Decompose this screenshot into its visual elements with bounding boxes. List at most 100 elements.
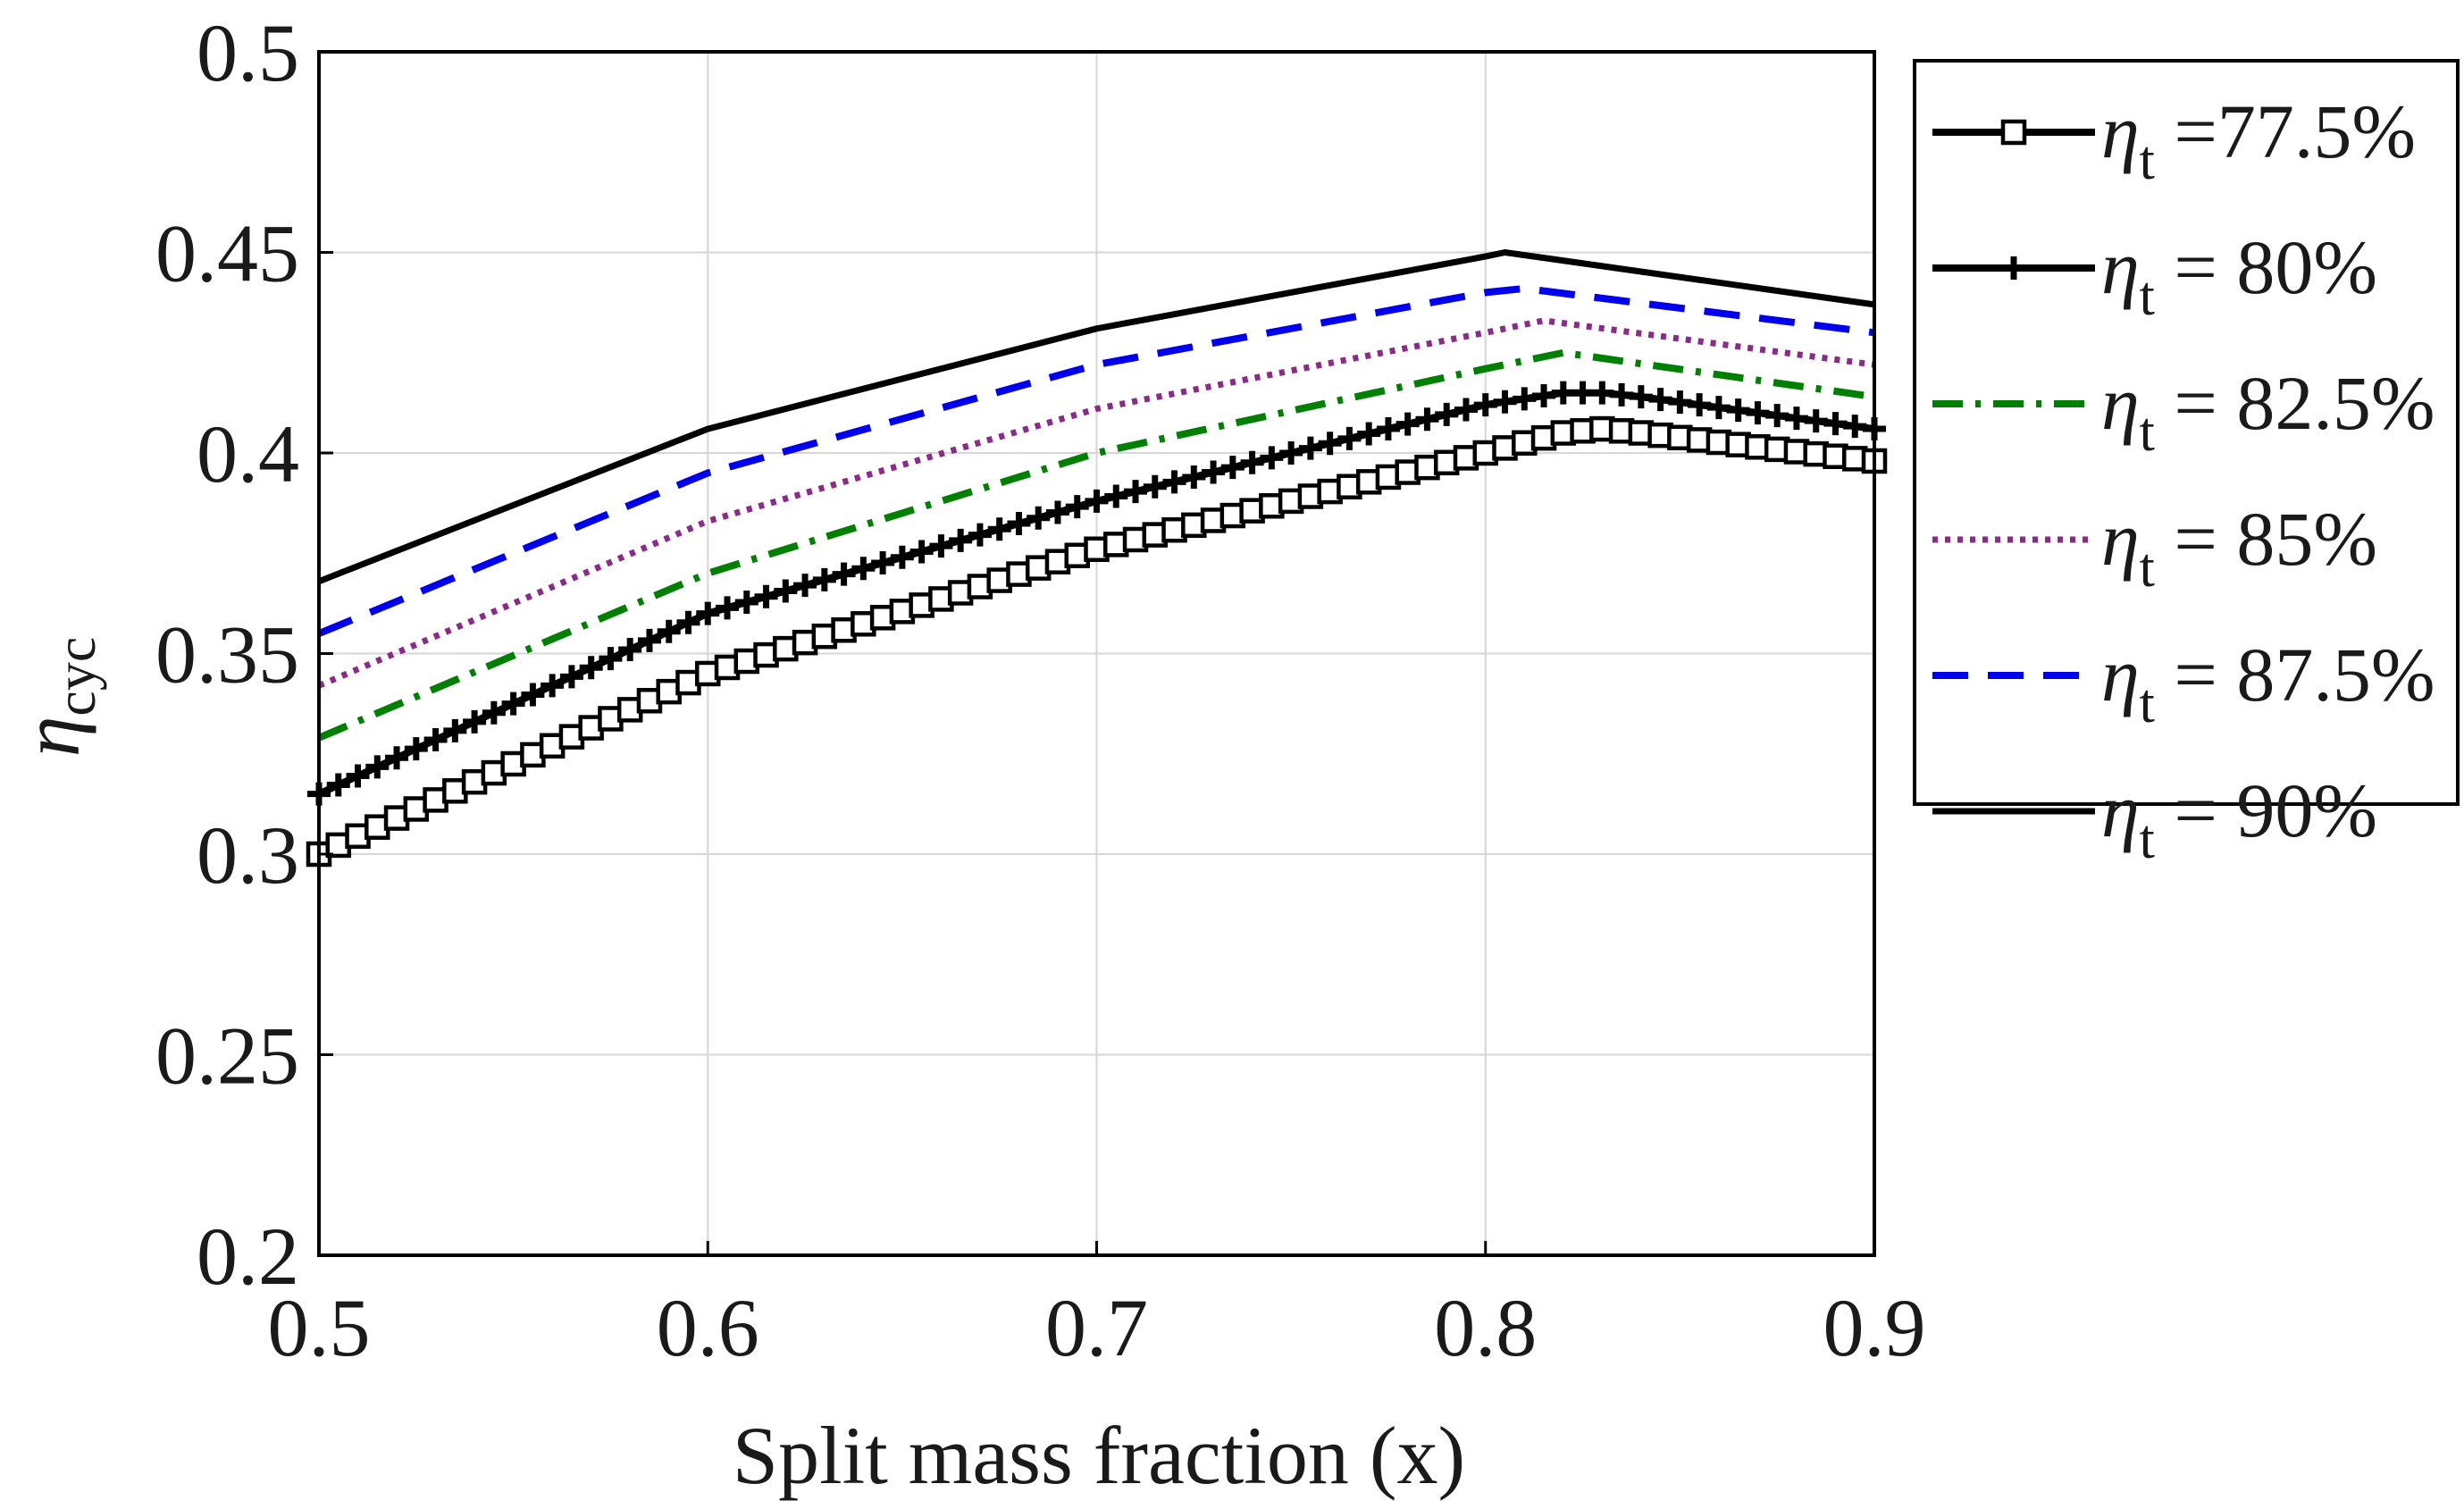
series-marker: [949, 528, 973, 552]
legend-label: ηt = 80%: [2101, 224, 2377, 327]
series-marker: [657, 619, 681, 643]
series-marker: [579, 656, 603, 680]
series-marker: [1454, 398, 1478, 422]
legend-label: ηt = 85%: [2101, 496, 2377, 599]
series-marker: [1823, 412, 1848, 436]
series-marker: [1298, 436, 1322, 460]
series-marker: [1765, 404, 1789, 428]
x-tick-label: 0.9: [1823, 1282, 1926, 1373]
series-marker: [812, 567, 836, 591]
series-marker: [559, 665, 583, 689]
legend-subscript: t: [2140, 402, 2155, 463]
legend-label: ηt = 90%: [2101, 767, 2377, 870]
legend-item: ηt = 82.5%: [1932, 360, 2435, 463]
legend-subscript: t: [2140, 538, 2155, 599]
series-marker: [1045, 500, 1069, 524]
series-marker: [443, 718, 467, 742]
series-marker: [637, 628, 661, 652]
legend-item: ηt =77.5%: [1932, 88, 2416, 191]
y-tick-label: 0.4: [197, 408, 299, 499]
series-marker: [326, 773, 350, 797]
legend-box: [1913, 59, 2460, 806]
series-marker: [851, 557, 876, 581]
series-marker: [1513, 387, 1537, 411]
legend-value: = 90%: [2155, 767, 2377, 853]
series-marker: [987, 517, 1011, 541]
series-marker: [1162, 470, 1186, 494]
series-marker: [1804, 409, 1828, 433]
series-marker: [1220, 456, 1245, 480]
legend-symbol: η: [2101, 88, 2140, 174]
series-marker: [1590, 381, 1614, 405]
x-tick-label: 0.7: [1045, 1282, 1148, 1373]
series-marker: [1357, 422, 1381, 446]
series-marker: [774, 579, 798, 603]
y-tick-label: 0.5: [197, 7, 299, 98]
x-axis-title: Split mass fraction (x): [733, 1410, 1465, 1501]
series-marker: [385, 746, 409, 770]
series-marker: [1007, 512, 1031, 536]
y-axis-title-symbol: η: [5, 717, 96, 758]
series-marker: [598, 706, 624, 732]
series-marker: [1124, 480, 1148, 504]
legend-item: ηt = 80%: [1932, 224, 2377, 327]
series-marker: [1415, 407, 1439, 432]
series-marker: [1104, 484, 1128, 508]
series-marker: [1726, 398, 1750, 423]
series-marker: [1279, 441, 1303, 465]
x-tick-label: 0.5: [268, 1282, 371, 1373]
series-marker: [696, 601, 720, 625]
series-marker: [676, 610, 700, 634]
series-marker: [1240, 450, 1264, 474]
legend-item: ηt = 87.5%: [1932, 632, 2435, 734]
series-marker: [521, 683, 545, 707]
series-marker: [929, 534, 953, 558]
series-line: [317, 284, 1875, 637]
svg-text:ηcyc: ηcyc: [5, 637, 107, 757]
series-marker: [734, 591, 758, 615]
series-marker: [1065, 495, 1089, 519]
series-marker: [1532, 384, 1556, 408]
legend-item: ηt = 90%: [1932, 767, 2377, 870]
series-marker: [541, 674, 565, 698]
series-marker: [1629, 385, 1653, 409]
series-marker: [1706, 396, 1731, 420]
series-marker: [1318, 432, 1342, 456]
series-marker: [1746, 401, 1770, 425]
series-marker: [716, 596, 740, 620]
series-marker: [1688, 393, 1712, 417]
legend-subscript: t: [2140, 266, 2155, 327]
x-tick-label: 0.8: [1434, 1282, 1537, 1373]
legend-value: =77.5%: [2155, 88, 2416, 174]
series-marker: [1085, 489, 1109, 513]
series-line: [317, 249, 1875, 584]
series-marker: [346, 764, 370, 788]
legend-item: ηt = 85%: [1932, 496, 2377, 599]
series-marker: [1395, 412, 1420, 436]
series-layer: [306, 249, 1888, 868]
series-marker: [1006, 561, 1032, 587]
legend-symbol: η: [2101, 224, 2140, 310]
series-marker: [1571, 381, 1595, 405]
series-marker: [1202, 460, 1226, 484]
series-marker: [754, 584, 778, 608]
series-marker: [890, 545, 914, 569]
legend-label: ηt = 87.5%: [2101, 632, 2435, 734]
series-marker: [1260, 446, 1284, 470]
legend-value: = 85%: [2155, 496, 2377, 582]
legend-value: = 80%: [2155, 224, 2377, 310]
legend-subscript: t: [2140, 809, 2155, 870]
legend-symbol: η: [2101, 632, 2140, 717]
series-3: [317, 348, 1875, 742]
series-line: [317, 317, 1875, 689]
series-marker: [1493, 390, 1517, 414]
grid-lines: [318, 51, 1875, 1256]
series-marker: [1610, 382, 1634, 407]
series-marker: [832, 562, 856, 586]
series-1: [306, 415, 1888, 868]
legend-marker: [2000, 119, 2027, 146]
series-marker: [793, 574, 817, 598]
series-marker: [599, 647, 623, 671]
series-6: [317, 249, 1875, 584]
